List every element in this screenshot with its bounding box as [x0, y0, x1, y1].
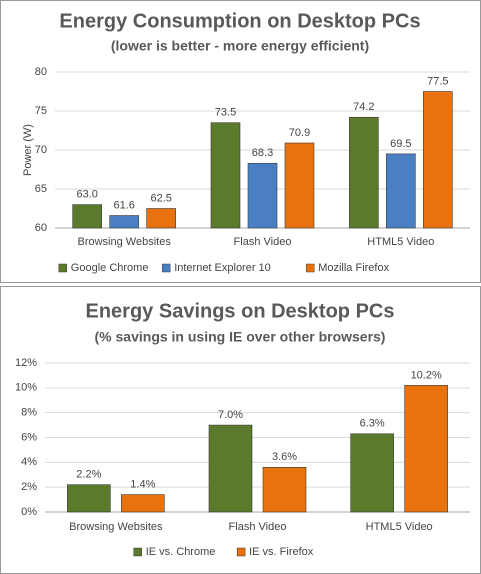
- value-label: 1.4%: [130, 479, 155, 491]
- y-tick-label: 65: [35, 183, 47, 195]
- bar: [423, 91, 453, 229]
- y-tick-label: 0%: [21, 506, 37, 518]
- y-tick-label: 60: [35, 222, 47, 234]
- x-tick-label: Browsing Websites: [69, 521, 163, 533]
- value-label: 70.9: [289, 127, 310, 139]
- legend-swatch: [161, 263, 171, 273]
- y-tick-label: 4%: [21, 456, 37, 468]
- x-tick-label: Browsing Websites: [77, 236, 171, 248]
- y-tick-label: 70: [35, 144, 47, 156]
- value-label: 62.5: [150, 192, 171, 204]
- y-tick-label: 80: [35, 66, 47, 78]
- legend-swatch: [133, 547, 142, 557]
- y-tick-label: 2%: [21, 481, 37, 493]
- value-label: 2.2%: [76, 469, 101, 481]
- legend-swatch: [236, 547, 246, 557]
- legend-label: Internet Explorer 10: [174, 262, 271, 274]
- value-label: 61.6: [113, 199, 134, 211]
- legend-swatch: [58, 263, 68, 273]
- y-tick-label: 75: [35, 105, 47, 117]
- legend-label: Mozilla Firefox: [318, 262, 389, 274]
- bar: [284, 142, 315, 229]
- bar: [208, 424, 253, 513]
- bar: [349, 116, 379, 229]
- value-label: 10.2%: [411, 369, 442, 381]
- value-label: 77.5: [427, 75, 448, 87]
- x-tick-label: HTML5 Video: [367, 236, 434, 248]
- legend-label: IE vs. Firefox: [249, 546, 314, 558]
- bar: [72, 204, 102, 229]
- x-tick-label: Flash Video: [234, 236, 292, 248]
- y-tick-label: 8%: [21, 407, 37, 419]
- y-tick-label: 12%: [15, 357, 37, 369]
- bar: [146, 208, 176, 229]
- chart-subtitle: (lower is better - more energy efficient…: [111, 38, 369, 54]
- value-label: 69.5: [390, 138, 411, 150]
- bar: [210, 122, 241, 229]
- bar: [109, 215, 139, 229]
- x-tick-label: Flash Video: [229, 521, 287, 533]
- legend-label: Google Chrome: [71, 262, 149, 274]
- bar: [350, 433, 394, 513]
- value-label: 68.3: [252, 147, 273, 159]
- value-label: 74.2: [353, 101, 374, 113]
- value-label: 7.0%: [218, 409, 243, 421]
- x-tick-label: HTML5 Video: [366, 521, 433, 533]
- value-label: 73.5: [215, 107, 236, 119]
- bar: [247, 162, 278, 229]
- legend-swatch: [305, 263, 315, 273]
- y-tick-label: 6%: [21, 431, 37, 443]
- bar: [404, 385, 448, 513]
- legend-label: IE vs. Chrome: [146, 546, 216, 558]
- value-label: 6.3%: [360, 418, 385, 430]
- bar: [121, 494, 165, 513]
- chart-frame: [0, 0, 481, 283]
- bar: [386, 153, 416, 229]
- bar: [262, 466, 307, 513]
- chart-subtitle: (% savings in using IE over other browse…: [95, 329, 386, 345]
- chart-title: Energy Savings on Desktop PCs: [86, 300, 395, 322]
- chart-title: Energy Consumption on Desktop PCs: [59, 10, 420, 32]
- value-label: 63.0: [76, 189, 97, 201]
- y-axis-label: Power (W): [22, 124, 34, 176]
- bar: [67, 484, 111, 513]
- value-label: 3.6%: [272, 451, 297, 463]
- y-tick-label: 10%: [15, 382, 37, 394]
